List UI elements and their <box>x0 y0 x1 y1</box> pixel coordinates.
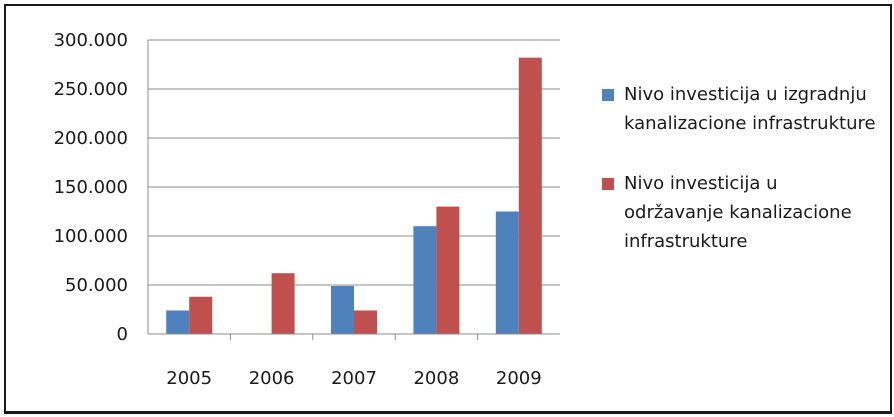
bar-odrzavanje-2008 <box>436 206 460 334</box>
y-tick-label: 300.000 <box>54 30 128 51</box>
bar-izgradnja-2007 <box>331 285 354 334</box>
bars <box>166 57 542 334</box>
legend-item-odrzavanje: Nivo investicija u održavanje kanalizaci… <box>602 169 882 256</box>
bar-izgradnja-2009 <box>495 211 519 334</box>
y-tick-label: 200.000 <box>54 128 128 149</box>
bar-odrzavanje-2005 <box>189 296 213 334</box>
bar-odrzavanje-2006 <box>271 273 295 334</box>
legend: Nivo investicija u izgradnju kanalizacio… <box>602 80 882 256</box>
legend-item-izgradnja: Nivo investicija u izgradnju kanalizacio… <box>602 80 882 138</box>
x-tick-label: 2007 <box>331 368 377 389</box>
legend-swatch-blue <box>602 89 614 101</box>
bar-odrzavanje-2007 <box>354 310 377 334</box>
x-tick-labels: 2005 2006 2007 2008 2009 <box>166 368 541 389</box>
y-tick-label: 50.000 <box>65 275 128 296</box>
bar-izgradnja-2005 <box>166 310 190 334</box>
x-tick-label: 2005 <box>166 368 212 389</box>
legend-label-odrzavanje: Nivo investicija u održavanje kanalizaci… <box>624 173 852 252</box>
y-tick-label: 0 <box>117 324 128 345</box>
x-tick-label: 2009 <box>496 368 542 389</box>
y-tick-labels: 0 50.000 100.000 150.000 200.000 250.000 300.0… <box>54 30 128 345</box>
legend-label-izgradnja: Nivo investicija u izgradnju kanalizacio… <box>624 84 876 134</box>
bar-izgradnja-2008 <box>413 226 437 334</box>
y-tick-label: 100.000 <box>54 226 128 247</box>
y-tick-label: 250.000 <box>54 79 128 100</box>
x-tick-label: 2008 <box>413 368 459 389</box>
y-tick-label: 150.000 <box>54 177 128 198</box>
legend-swatch-red <box>602 178 614 190</box>
x-tick-label: 2006 <box>249 368 295 389</box>
gridlines <box>148 39 560 286</box>
bar-odrzavanje-2009 <box>518 57 542 334</box>
axes <box>147 40 560 340</box>
